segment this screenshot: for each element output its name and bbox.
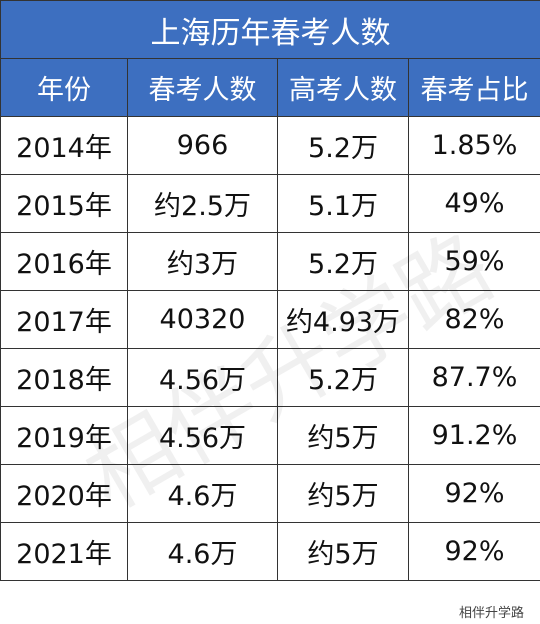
table-row: 2017年 40320 约4.93万 82% bbox=[0, 290, 540, 349]
table-cell: 约2.5万 bbox=[127, 174, 278, 233]
table-cell: 2018年 bbox=[0, 348, 128, 407]
table-cell: 4.56万 bbox=[127, 348, 278, 407]
table-row: 2014年 966 5.2万 1.85% bbox=[0, 116, 540, 175]
table-cell: 4.6万 bbox=[127, 522, 278, 581]
table-cell: 91.2% bbox=[408, 406, 540, 465]
table-cell: 5.2万 bbox=[277, 116, 409, 175]
column-header: 春考占比 bbox=[408, 58, 540, 117]
table-cell: 5.1万 bbox=[277, 174, 409, 233]
data-table: 上海历年春考人数 年份 春考人数 高考人数 春考占比 2014年 966 5.2万 1.85… bbox=[0, 0, 540, 581]
table-cell: 1.85% bbox=[408, 116, 540, 175]
column-header: 年份 bbox=[0, 58, 128, 117]
table-cell: 约5万 bbox=[277, 522, 409, 581]
table-cell: 92% bbox=[408, 522, 540, 581]
table-cell: 2020年 bbox=[0, 464, 128, 523]
table-row: 2018年 4.56万 5.2万 87.7% bbox=[0, 348, 540, 407]
table-cell: 约5万 bbox=[277, 406, 409, 465]
table-row: 2019年 4.56万 约5万 91.2% bbox=[0, 406, 540, 465]
table-cell: 2014年 bbox=[0, 116, 128, 175]
column-header: 高考人数 bbox=[277, 58, 409, 117]
table-cell: 2019年 bbox=[0, 406, 128, 465]
table-title: 上海历年春考人数 bbox=[0, 0, 540, 59]
header-row: 年份 春考人数 高考人数 春考占比 bbox=[0, 58, 540, 117]
table-cell: 2015年 bbox=[0, 174, 128, 233]
table-cell: 966 bbox=[127, 116, 278, 175]
table-row: 2020年 4.6万 约5万 92% bbox=[0, 464, 540, 523]
table-cell: 5.2万 bbox=[277, 348, 409, 407]
table-cell: 92% bbox=[408, 464, 540, 523]
table-cell: 82% bbox=[408, 290, 540, 349]
table-cell: 2017年 bbox=[0, 290, 128, 349]
table-cell: 87.7% bbox=[408, 348, 540, 407]
table-cell: 40320 bbox=[127, 290, 278, 349]
table-cell: 约3万 bbox=[127, 232, 278, 291]
table-cell: 5.2万 bbox=[277, 232, 409, 291]
table-row: 2016年 约3万 5.2万 59% bbox=[0, 232, 540, 291]
table-cell: 约4.93万 bbox=[277, 290, 409, 349]
table-row: 2021年 4.6万 约5万 92% bbox=[0, 522, 540, 581]
table-cell: 49% bbox=[408, 174, 540, 233]
table-cell: 4.56万 bbox=[127, 406, 278, 465]
table-cell: 2016年 bbox=[0, 232, 128, 291]
table-cell: 2021年 bbox=[0, 522, 128, 581]
column-header: 春考人数 bbox=[127, 58, 278, 117]
table-cell: 4.6万 bbox=[127, 464, 278, 523]
table-row: 2015年 约2.5万 5.1万 49% bbox=[0, 174, 540, 233]
table-cell: 约5万 bbox=[277, 464, 409, 523]
table-cell: 59% bbox=[408, 232, 540, 291]
footer-logo: 相伴升学路 bbox=[458, 606, 524, 621]
